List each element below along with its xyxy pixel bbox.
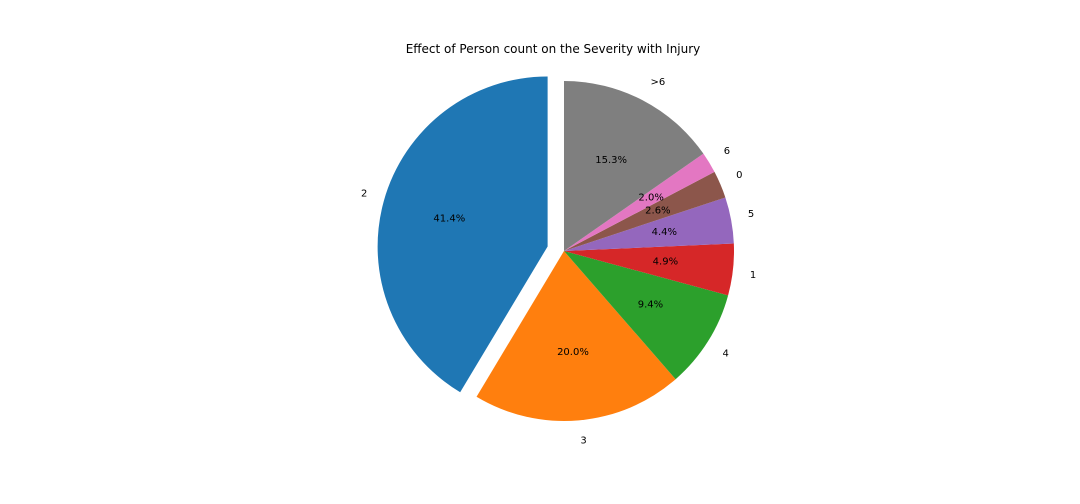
percent-labels: 41.4% 20.0% 9.4% 4.9% 4.4% 2.6% 2.0% 15.3% <box>433 155 678 358</box>
percent-label: 9.4% <box>638 300 663 311</box>
slice-label: 6 <box>724 146 730 157</box>
slice-labels: 2 3 4 1 5 0 6 >6 <box>361 77 756 446</box>
percent-label: 41.4% <box>433 214 465 225</box>
percent-label: 2.6% <box>645 206 670 217</box>
pie-slice-6 <box>564 153 715 251</box>
percent-label: 20.0% <box>557 347 589 358</box>
slice-label: 5 <box>748 209 754 220</box>
pie-slice-2 <box>377 76 548 393</box>
pie-slice-4 <box>564 251 729 380</box>
pie-slices <box>377 76 734 421</box>
percent-label: 4.4% <box>652 227 677 238</box>
pie-slice-3 <box>476 251 676 421</box>
slice-label: 3 <box>580 436 586 447</box>
pie-slice-gt6 <box>564 81 704 251</box>
percent-label: 4.9% <box>653 257 678 268</box>
percent-label: 2.0% <box>638 192 663 203</box>
slice-label: 4 <box>723 349 729 360</box>
slice-label: 0 <box>736 170 742 181</box>
chart-title: Effect of Person count on the Severity w… <box>406 42 701 56</box>
percent-label: 15.3% <box>595 155 627 166</box>
pie-slice-5 <box>564 197 734 251</box>
pie-slice-1 <box>564 243 734 296</box>
slice-label: 1 <box>750 270 756 281</box>
slice-label: 2 <box>361 189 367 200</box>
pie-slice-0 <box>564 171 726 251</box>
slice-label: >6 <box>650 77 665 88</box>
